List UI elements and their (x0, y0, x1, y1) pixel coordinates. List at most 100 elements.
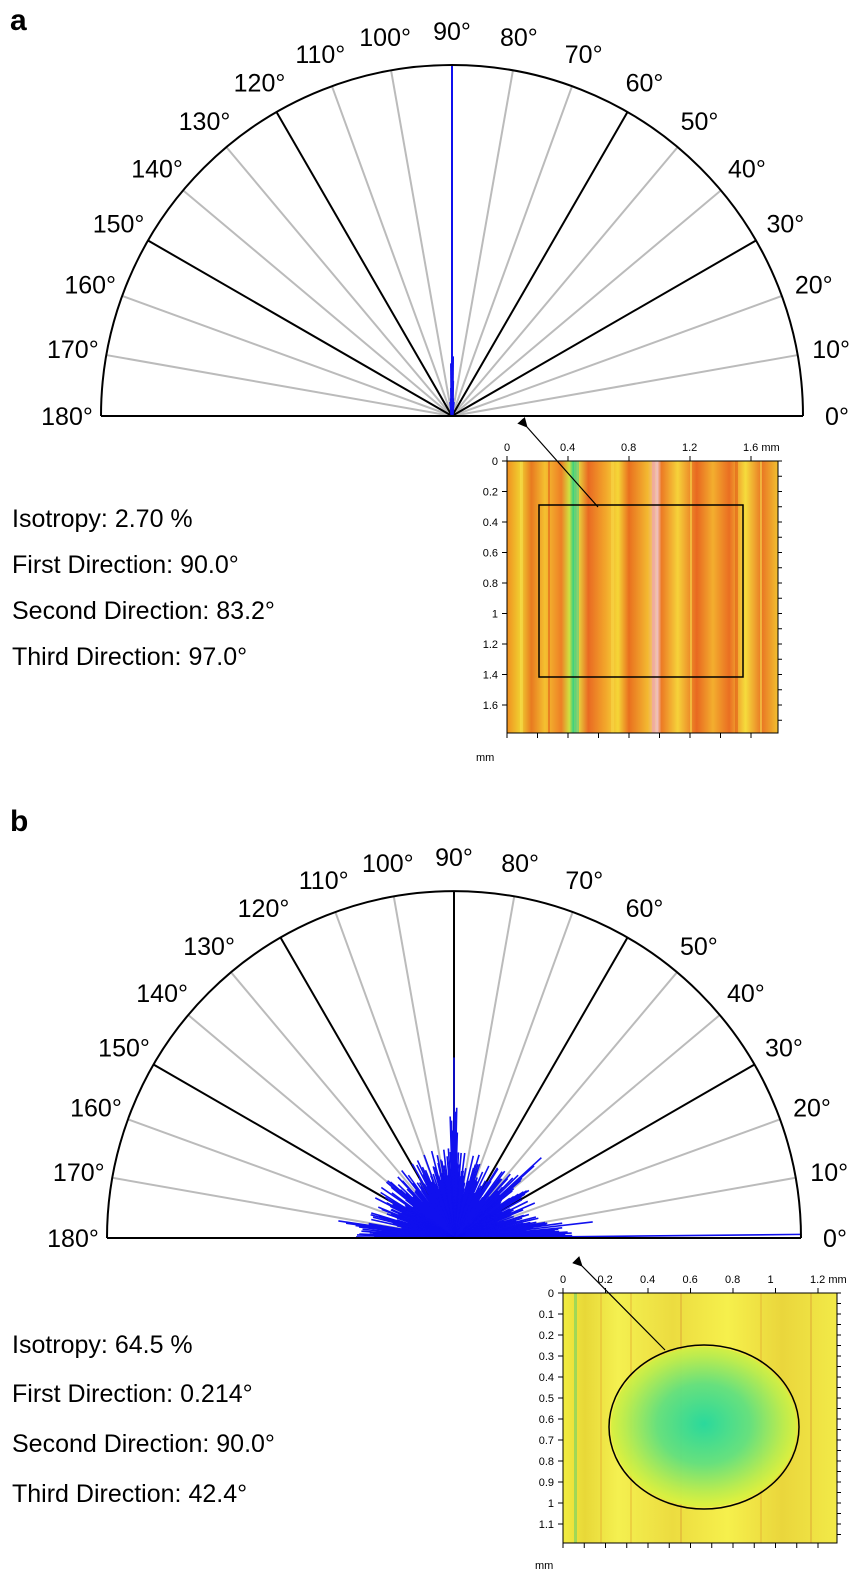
angle-label-130-b: 130° (183, 933, 235, 961)
angle-label-70-a: 70° (565, 41, 603, 69)
angle-label-100-a: 100° (359, 24, 411, 52)
y-tick-label: 0.1 (539, 1309, 554, 1321)
x-tick-label: 0 (504, 442, 510, 454)
y-tick-label: 0.6 (483, 548, 498, 560)
minor-spoke-130-a (225, 146, 453, 417)
surface-map-b-unit-label: mm (535, 1560, 553, 1572)
minor-spoke-70-a (451, 85, 573, 417)
stats-a: Isotropy: 2.70 % First Direction: 90.0° … (12, 505, 275, 671)
y-tick-label: 1.2 (483, 639, 498, 651)
angle-label-40-a: 40° (728, 156, 766, 184)
angle-label-50-b: 50° (680, 933, 718, 961)
stat-second-direction-a: Second Direction: 83.2° (12, 597, 275, 625)
x-tick-label: 0.4 (640, 1274, 655, 1286)
minor-spoke-140-a (182, 189, 453, 417)
surface-map-b-x-axis: 0 0.2 0.4 0.6 0.8 1 1.2 mm (560, 1274, 847, 1548)
y-tick-label: 0.6 (539, 1414, 554, 1426)
angle-label-120-b: 120° (238, 895, 290, 923)
x-tick-label: 0.4 (560, 442, 575, 454)
angle-label-120-a: 120° (234, 70, 286, 98)
minor-spoke-20-a (451, 295, 783, 417)
surface-map-a-y-axis: 0 0.2 0.4 0.6 0.8 1 1.2 1.4 1.6 (483, 456, 782, 721)
y-tick-label: 1.6 (483, 700, 498, 712)
minor-spoke-160-a (121, 295, 453, 417)
angle-label-140-a: 140° (131, 156, 183, 184)
y-tick-label: 0.2 (539, 1330, 554, 1342)
outer-arc-b (106, 890, 802, 1239)
y-tick-label: 0.4 (483, 517, 498, 529)
angle-label-180-a: 180° (41, 403, 93, 431)
polar-plot-b: 0° 10° 20° 30°40° 50° 60° 70° 80° 90° 100° 110° 120… (47, 844, 848, 1253)
y-tick-label: 0.8 (483, 578, 498, 590)
angle-label-10-b: 10° (810, 1159, 848, 1187)
direction-rose-b (338, 1057, 801, 1239)
angle-label-170-b: 170° (53, 1159, 105, 1187)
angle-label-110-b: 110° (299, 867, 349, 895)
angle-label-100-b: 100° (362, 850, 414, 878)
surface-map-a: 0 0.4 0.8 1.2 1.6 mm 0 0.2 0.4 0.6 0.8 1 1.2 1.4 1.6… (476, 416, 782, 764)
angle-label-160-b: 160° (70, 1095, 122, 1123)
y-tick-label: 1.4 (483, 670, 498, 682)
roi-ellipse-b (608, 1344, 800, 1510)
angle-label-30-b: 30° (765, 1035, 803, 1063)
minor-spoke-10-a (451, 354, 798, 417)
stat-second-direction-b: Second Direction: 90.0° (12, 1430, 275, 1458)
angle-label-10-a: 10° (812, 336, 850, 364)
x-tick-label: 0.8 (725, 1274, 740, 1286)
angle-label-110-a: 110° (295, 41, 345, 69)
x-tick-label: 0 (560, 1274, 566, 1286)
roi-rectangle-a (538, 504, 744, 678)
x-tick-label: 1.2 (682, 442, 697, 454)
angle-label-70-b: 70° (565, 867, 603, 895)
angle-label-40-b: 40° (727, 980, 765, 1008)
minor-spoke-100-a (390, 70, 453, 417)
surface-map-a-x-axis: 0 0.4 0.8 1.2 1.6 mm (504, 442, 780, 738)
y-tick-label: 0 (492, 456, 498, 468)
stat-third-direction-a: Third Direction: 97.0° (12, 643, 247, 671)
angle-label-30-a: 30° (767, 211, 805, 239)
panel-a-letter: a (10, 4, 27, 37)
x-tick-label: 0.8 (621, 442, 636, 454)
angle-label-50-a: 50° (681, 108, 719, 136)
angle-label-170-a: 170° (47, 336, 99, 364)
y-tick-label: 0.4 (539, 1372, 554, 1384)
angle-label-0-a: 0° (825, 403, 849, 431)
y-tick-label: 0 (548, 1288, 554, 1300)
surface-map-a-unit-label: mm (476, 752, 494, 764)
minor-spoke-50-b (453, 971, 678, 1239)
angle-label-150-a: 150° (93, 211, 145, 239)
direction-rose-a (449, 65, 455, 417)
angle-label-90-b: 90° (435, 844, 473, 872)
stat-third-direction-b: Third Direction: 42.4° (12, 1480, 247, 1508)
y-tick-label: 0.7 (539, 1435, 554, 1447)
angle-label-80-a: 80° (500, 24, 538, 52)
stat-first-direction-b: First Direction: 0.214° (12, 1380, 253, 1408)
roi-arrow-b (572, 1256, 666, 1351)
major-spoke-150-a (147, 239, 453, 417)
y-tick-label: 0.3 (539, 1351, 554, 1363)
angle-label-90-a: 90° (433, 18, 471, 46)
surface-map-b-spot (611, 1347, 797, 1507)
minor-spoke-50-a (451, 146, 679, 417)
angle-label-0-b: 0° (823, 1225, 847, 1253)
y-tick-label: 0.9 (539, 1477, 554, 1489)
minor-spoke-110-a (331, 85, 453, 417)
angle-label-160-a: 160° (64, 271, 116, 299)
panel-b-letter: b (10, 805, 28, 838)
x-tick-label: 0.6 (683, 1274, 698, 1286)
x-tick-label: 0.2 (598, 1274, 613, 1286)
angle-label-130-a: 130° (179, 108, 231, 136)
angle-label-20-b: 20° (793, 1095, 831, 1123)
polar-plot-a: 0° 10° 20° 30°40° 50° 60° 70° 80° 90° 100° 110° 120… (41, 18, 850, 431)
stat-isotropy-a: Isotropy: 2.70 % (12, 505, 193, 533)
angle-label-20-a: 20° (795, 271, 833, 299)
minor-spoke-80-a (451, 70, 514, 417)
angle-label-60-b: 60° (626, 895, 664, 923)
minor-spoke-40-a (451, 189, 722, 417)
surface-map-a-frame (506, 460, 779, 734)
surface-map-b-frame (562, 1292, 838, 1544)
surface-map-a-image (507, 461, 778, 733)
y-tick-label: 1 (492, 609, 498, 621)
surface-map-b: 0 0.2 0.4 0.6 0.8 1 1.2 mm 0 0.1 0.2 0.3 0.4 0.5 0.6… (535, 1256, 847, 1572)
